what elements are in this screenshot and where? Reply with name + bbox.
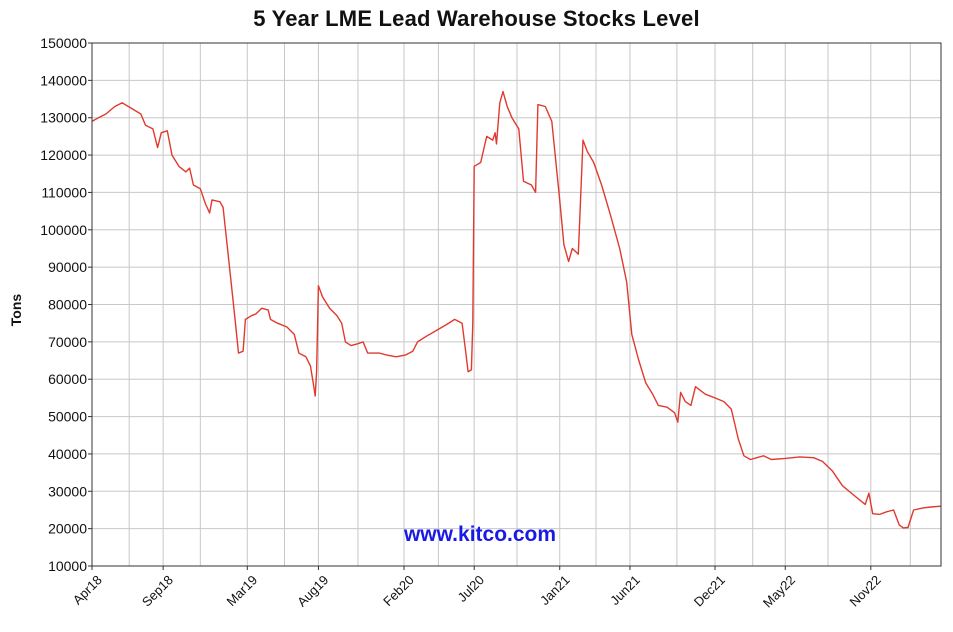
x-tick-label: Mar19 xyxy=(224,572,261,609)
y-tick-label: 110000 xyxy=(41,184,87,200)
y-tick-label: 80000 xyxy=(48,297,87,313)
x-tick-label: Feb20 xyxy=(380,572,417,609)
series-line-lead-stocks xyxy=(91,90,942,529)
y-tick-label: 130000 xyxy=(40,110,87,126)
y-tick-label: 150000 xyxy=(40,35,87,51)
x-tick-label: Aug19 xyxy=(294,572,331,609)
x-tick-label: Jun21 xyxy=(607,572,643,608)
plot-border xyxy=(91,42,942,567)
x-tick-label: Sep18 xyxy=(139,572,176,609)
y-tick-label: 100000 xyxy=(40,222,87,238)
chart-title: 5 Year LME Lead Warehouse Stocks Level xyxy=(253,6,700,31)
y-tick-label: 20000 xyxy=(48,521,87,537)
x-tick-label: Nov22 xyxy=(847,572,884,609)
y-tick-label: 10000 xyxy=(48,558,87,574)
grid-lines xyxy=(91,42,941,567)
x-tick-label: May22 xyxy=(760,572,798,610)
x-tick-label: Jan21 xyxy=(537,572,573,608)
x-tick-label: Dec21 xyxy=(691,572,728,609)
y-tick-label: 90000 xyxy=(48,259,87,275)
y-tick-label: 30000 xyxy=(48,483,87,499)
y-tick-label: 60000 xyxy=(48,371,87,387)
watermark-link[interactable]: www.kitco.com xyxy=(403,523,557,546)
y-tick-label: 70000 xyxy=(48,334,87,350)
x-axis-ticks: Apr18 Sep18 Mar19 Aug19 Feb20 Jul20 Jan21 Jun21… xyxy=(70,566,884,611)
y-tick-label: 120000 xyxy=(40,147,87,163)
y-tick-label: 40000 xyxy=(48,446,87,462)
y-axis-ticks: 10000 20000 30000 40000 50000 60000 70000 80000… xyxy=(40,35,92,574)
x-tick-label: Apr18 xyxy=(70,572,105,607)
y-tick-label: 140000 xyxy=(40,72,87,88)
y-tick-label: 50000 xyxy=(48,409,87,425)
x-tick-label: Jul20 xyxy=(455,572,488,605)
